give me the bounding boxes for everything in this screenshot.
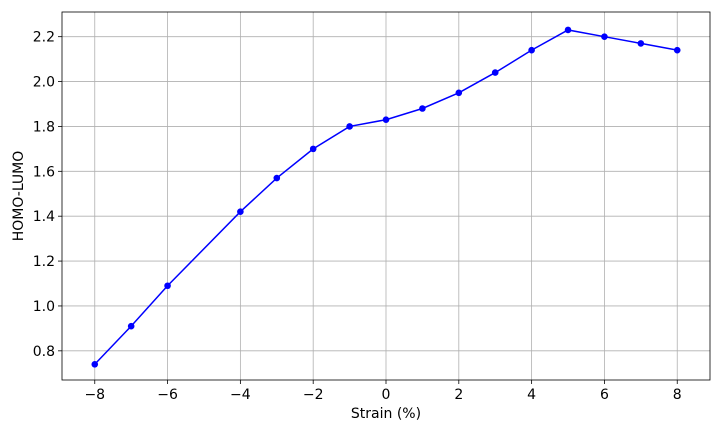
y-tick-label: 2.2 — [33, 30, 55, 46]
data-point — [164, 282, 171, 290]
y-tick-label: 1.6 — [33, 164, 55, 180]
data-point — [346, 123, 353, 130]
data-point — [637, 40, 645, 47]
series-layer — [91, 26, 681, 368]
data-point — [673, 46, 681, 54]
x-axis-ticks: −8 −6 −4 −2 0 2 4 6 8 — [84, 380, 682, 403]
x-tick-label: 2 — [454, 387, 463, 403]
x-tick-label: −4 — [230, 387, 251, 403]
data-point — [273, 174, 281, 182]
x-tick-label: 8 — [673, 387, 682, 403]
data-point — [127, 322, 135, 330]
y-tick-label: 1.8 — [33, 119, 55, 135]
y-axis-label: HOMO-LUMO — [11, 151, 27, 242]
x-tick-label: −8 — [84, 387, 105, 403]
y-tick-label: 0.8 — [33, 344, 55, 360]
y-tick-label: 1.4 — [33, 209, 55, 225]
x-tick-label: 4 — [527, 387, 536, 403]
y-tick-label: 2.0 — [33, 75, 55, 91]
x-tick-label: 0 — [382, 387, 391, 403]
x-grid-lines — [94, 12, 678, 380]
data-point — [601, 33, 608, 40]
x-tick-label: −2 — [303, 387, 324, 403]
x-axis-label: Strain (%) — [351, 406, 421, 422]
data-point — [491, 69, 499, 76]
x-tick-label: −6 — [157, 387, 178, 403]
data-point — [309, 145, 317, 153]
data-point — [91, 360, 99, 368]
y-tick-label: 1.2 — [33, 254, 55, 270]
data-point — [237, 208, 244, 216]
data-point — [455, 89, 463, 97]
data-point — [419, 105, 426, 112]
data-point — [564, 26, 572, 34]
y-tick-label: 1.0 — [33, 299, 55, 315]
series-line — [94, 29, 678, 365]
y-axis-ticks: 0.8 1.0 1.2 1.4 1.6 1.8 2.0 2.2 — [33, 30, 62, 360]
data-point — [382, 116, 390, 124]
y-grid-lines — [62, 36, 710, 352]
data-point — [528, 46, 535, 54]
x-tick-label: 6 — [600, 387, 609, 403]
